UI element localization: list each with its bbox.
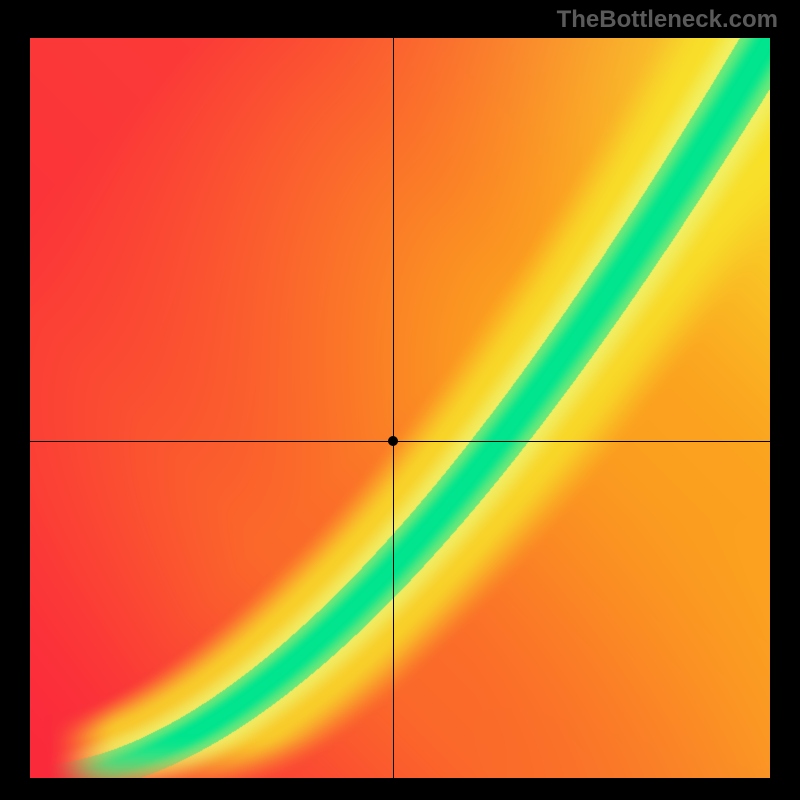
- watermark-text: TheBottleneck.com: [557, 6, 778, 34]
- crosshair-vertical: [393, 38, 394, 778]
- crosshair-marker: [388, 436, 398, 446]
- heatmap-canvas: [30, 38, 770, 778]
- plot-area: [30, 38, 770, 778]
- crosshair-horizontal: [30, 441, 770, 442]
